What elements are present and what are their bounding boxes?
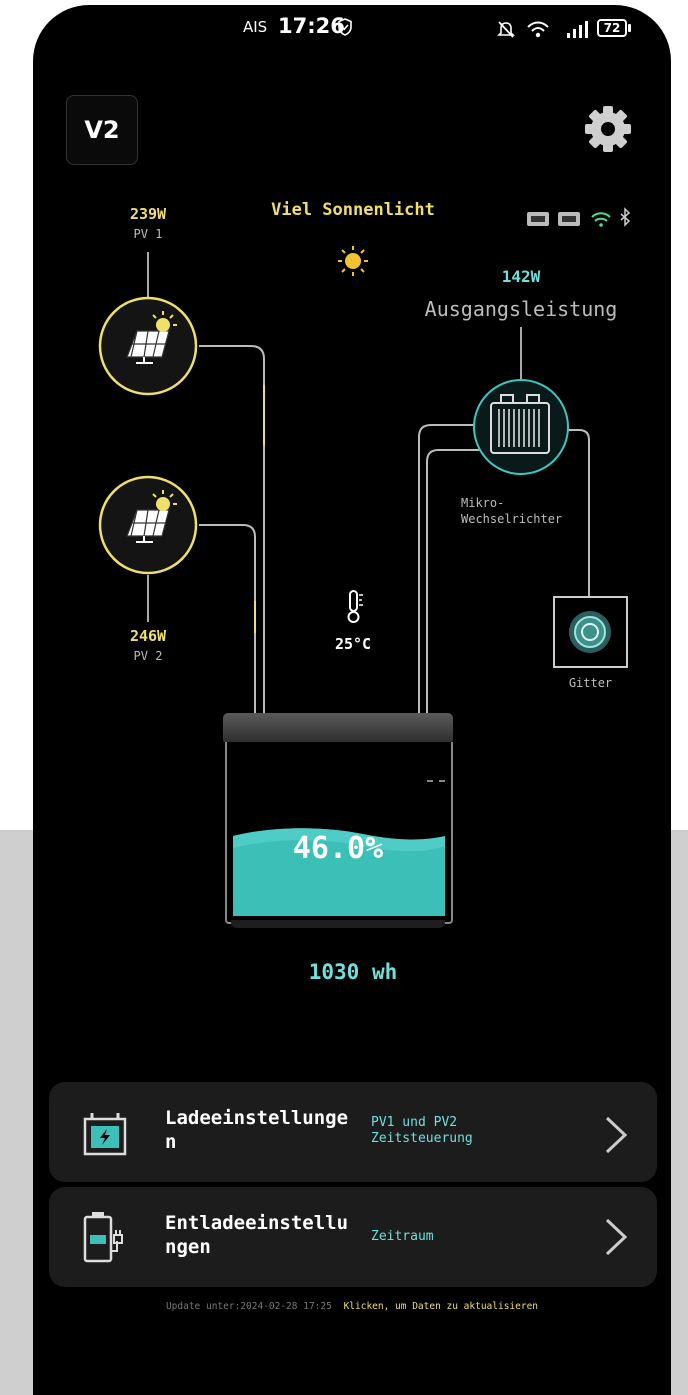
phone-screen: AIS 17:26 72 V2: [33, 5, 671, 1395]
output-power: 142W: [501, 267, 541, 286]
update-footer: Update unter:2024-02-28 17:25 Klicken, u…: [33, 1301, 671, 1312]
thermometer-icon: [347, 590, 363, 623]
charge-settings-subtitle: PV1 und PV2 Zeitsteuerung: [371, 1115, 473, 1146]
battery-level-text: 72: [603, 21, 621, 35]
mute-icon: [497, 21, 515, 38]
shield-check-icon: [338, 18, 352, 36]
charge-settings-title: Ladeeinstellunge n: [165, 1107, 349, 1153]
inverter-label-line2: Wechselrichter: [461, 512, 563, 526]
status-bar: AIS 17:26 72: [33, 5, 671, 51]
battery-body: [225, 742, 453, 924]
energy-flow-diagram: [98, 207, 631, 713]
pv2-label: PV 2: [133, 649, 163, 663]
pv2-power: 246W: [129, 627, 167, 645]
discharge-settings-title: Entladeeinstellu ngen: [165, 1212, 349, 1258]
discharge-battery-icon: [83, 1212, 123, 1263]
weather-text: Viel Sonnenlicht: [271, 200, 435, 220]
gear-icon[interactable]: [583, 104, 633, 154]
battery-icon: [597, 19, 627, 37]
version-badge[interactable]: V2: [66, 95, 138, 165]
connection-status-icons: [527, 207, 631, 227]
chevron-right-icon[interactable]: [601, 1114, 631, 1156]
output-label: Ausgangsleistung: [424, 297, 618, 321]
chevron-right-icon[interactable]: [601, 1216, 631, 1258]
signal-icon: [567, 21, 588, 38]
grid-label: Gitter: [568, 676, 613, 690]
pv1-label: PV 1: [133, 227, 163, 241]
charge-settings-card[interactable]: Ladeeinstellunge n PV1 und PV2 Zeitsteueru…: [49, 1082, 657, 1182]
battery-energy: 1030 wh: [308, 960, 398, 984]
update-timestamp: Update unter:2024-02-28 17:25: [165, 1301, 332, 1312]
charge-battery-icon: [83, 1113, 127, 1156]
battery-lid: [223, 713, 453, 742]
solar-panel-2-icon: [98, 475, 198, 575]
battery-fill: [233, 828, 445, 916]
grid-socket-icon: [553, 596, 628, 668]
refresh-link[interactable]: Klicken, um Daten zu aktualisieren: [343, 1301, 539, 1312]
discharge-settings-card[interactable]: Entladeeinstellu ngen Zeitraum: [49, 1187, 657, 1287]
battery-unit[interactable]: 46.0%: [223, 713, 453, 928]
solar-panel-1-icon: [98, 296, 198, 396]
discharge-settings-subtitle: Zeitraum: [371, 1229, 434, 1244]
sun-icon: [338, 246, 368, 276]
inverter-icon: [490, 394, 550, 454]
status-time: 17:26: [278, 14, 345, 38]
inverter-label-line1: Mikro-: [461, 496, 505, 510]
temperature-value: 25°C: [334, 635, 372, 653]
battery-percent: 46.0%: [292, 831, 384, 866]
carrier-label: AIS: [243, 18, 268, 36]
wifi-icon: [527, 21, 549, 38]
pv1-power: 239W: [129, 205, 167, 223]
battery-base: [231, 920, 445, 928]
